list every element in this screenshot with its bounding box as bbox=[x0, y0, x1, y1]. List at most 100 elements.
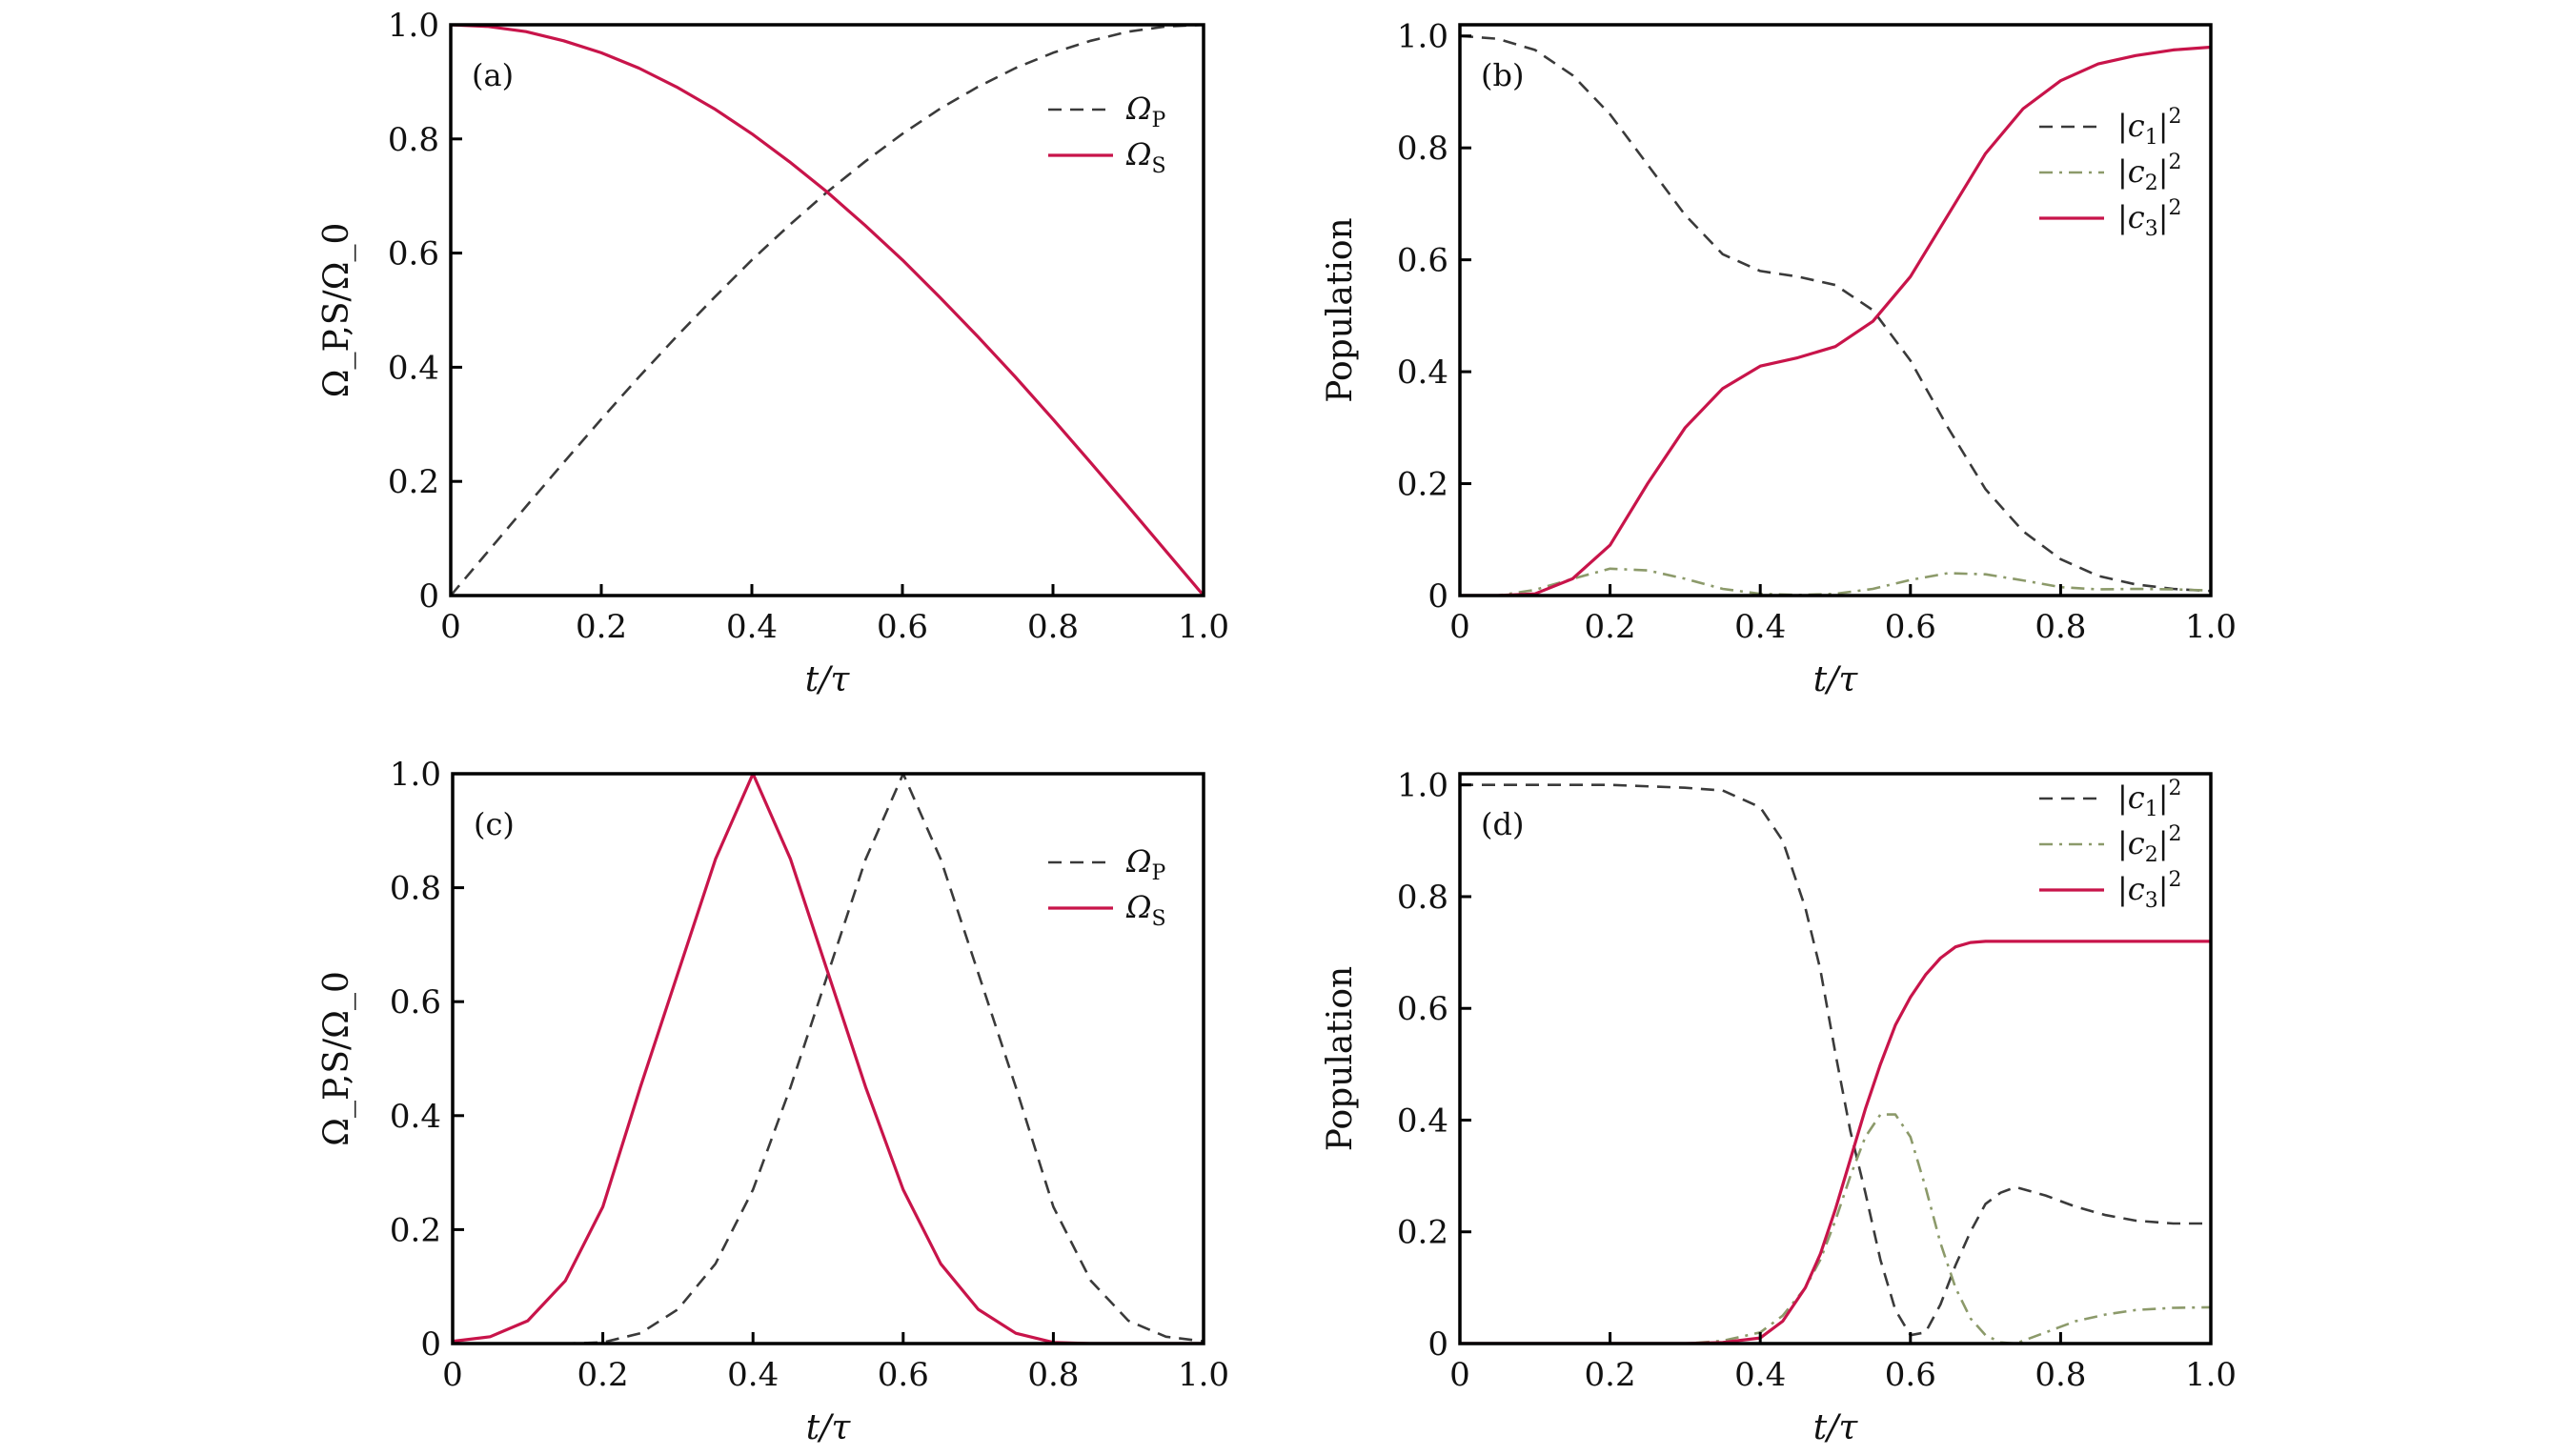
y-tick-label: 1.0 bbox=[390, 756, 441, 794]
legend-superscript: 2 bbox=[2168, 105, 2181, 129]
legend-subscript: 2 bbox=[2145, 843, 2158, 867]
x-tick-label: 1.0 bbox=[2185, 1356, 2237, 1394]
x-axis-label: t/τ bbox=[1813, 660, 1859, 699]
legend-subscript: 1 bbox=[2145, 798, 2158, 821]
y-tick-label: 0.6 bbox=[1397, 990, 1448, 1028]
panel-b: 0 0.2 0.4 0.6 0.8 1.0 0 0.2 0.4 0.6 0.8 1.0 t/τ Popul… bbox=[1321, 18, 2237, 699]
legend-entry: |c3|2 bbox=[2117, 196, 2181, 241]
legend-subscript: P bbox=[1152, 861, 1166, 885]
x-axis-label: t/τ bbox=[805, 660, 851, 699]
y-tick-label: 0.8 bbox=[1397, 130, 1448, 168]
legend-superscript: 2 bbox=[2168, 196, 2181, 220]
series-line-d-2 bbox=[1460, 1113, 2211, 1344]
panel-d: 0 0.2 0.4 0.6 0.8 1.0 0 0.2 0.4 0.6 0.8 1.0 t/τ Popul… bbox=[1321, 767, 2237, 1447]
series-line-b-3 bbox=[1460, 45, 2211, 596]
y-tick-label: 0.6 bbox=[390, 983, 441, 1021]
y-tick-label: 0.2 bbox=[1397, 466, 1448, 504]
legend-b: |c1|2|c2|2|c3|2 bbox=[2039, 105, 2181, 241]
legend-entry: ΩP bbox=[1125, 843, 1166, 885]
series-line-c-2 bbox=[453, 774, 1204, 1344]
x-tick-label: 0.2 bbox=[576, 608, 627, 646]
legend-superscript: 2 bbox=[2168, 868, 2181, 892]
legend-bar-open: | bbox=[2117, 825, 2128, 861]
y-tick-label: 0.6 bbox=[388, 235, 439, 273]
legend-entry: |c1|2 bbox=[2117, 777, 2181, 821]
x-tick-label: 0.4 bbox=[727, 1356, 779, 1394]
legend-bar-open: | bbox=[2117, 779, 2128, 816]
legend-symbol: Ω bbox=[1125, 136, 1152, 172]
y-tick-label: 0.8 bbox=[390, 870, 441, 908]
legend-symbol: Ω bbox=[1125, 889, 1152, 925]
legend-d: |c1|2|c2|2|c3|2 bbox=[2039, 777, 2181, 913]
legend-subscript: 1 bbox=[2145, 126, 2158, 150]
y-tick-label: 0.4 bbox=[388, 349, 439, 387]
y-axis-label: Ω_P,S/Ω_0 bbox=[317, 971, 356, 1146]
y-tick-label: 0.4 bbox=[1397, 354, 1448, 392]
series-line-a-1 bbox=[451, 25, 1204, 596]
x-tick-label: 0.6 bbox=[1885, 1356, 1936, 1394]
legend-bar-open: | bbox=[2117, 871, 2128, 907]
panel-a: 0 0.2 0.4 0.6 0.8 1.0 0 0.2 0.4 0.6 0.8 1.0 t/τ Ω_P,S… bbox=[317, 7, 1229, 699]
legend-symbol: c bbox=[2128, 871, 2145, 907]
y-tick-label: 0.6 bbox=[1397, 242, 1448, 280]
series-line-c-1 bbox=[453, 774, 1204, 1344]
x-tick-label: 0 bbox=[442, 1356, 463, 1394]
legend-subscript: 3 bbox=[2145, 217, 2158, 241]
legend-bar-close: | bbox=[2158, 153, 2169, 190]
legend-entry: |c1|2 bbox=[2117, 105, 2181, 150]
x-tick-label: 0.2 bbox=[1585, 1356, 1636, 1394]
legend-symbol: c bbox=[2128, 825, 2145, 861]
legend-bar-open: | bbox=[2117, 108, 2128, 144]
x-axis-label: t/τ bbox=[1813, 1408, 1859, 1447]
legend-entry: ΩP bbox=[1125, 91, 1166, 132]
y-axis-label: Population bbox=[1321, 966, 1360, 1151]
y-tick-label: 1.0 bbox=[1397, 18, 1448, 56]
y-tick-label: 0 bbox=[1427, 577, 1448, 616]
x-tick-label: 0.8 bbox=[2035, 608, 2086, 646]
legend-entry: ΩS bbox=[1125, 889, 1166, 931]
legend-entry: |c2|2 bbox=[2117, 151, 2181, 195]
legend-symbol: c bbox=[2128, 779, 2145, 816]
y-tick-label: 0.8 bbox=[1397, 879, 1448, 917]
x-tick-label: 0.8 bbox=[2035, 1356, 2086, 1394]
plot-frame-d bbox=[1458, 772, 2213, 1345]
x-tick-label: 0.8 bbox=[1027, 1356, 1079, 1394]
legend-entry: |c3|2 bbox=[2117, 868, 2181, 913]
legend-superscript: 2 bbox=[2168, 777, 2181, 800]
y-axis-label: Ω_P,S/Ω_0 bbox=[317, 223, 356, 398]
plot-frame-b bbox=[1458, 23, 2213, 597]
legend-subscript: S bbox=[1152, 154, 1166, 178]
y-tick-label: 0.2 bbox=[390, 1211, 441, 1249]
y-tick-label: 0 bbox=[418, 577, 439, 616]
panel-label: (c) bbox=[474, 806, 515, 842]
x-tick-label: 0.4 bbox=[1734, 608, 1786, 646]
legend-entry: ΩS bbox=[1125, 136, 1166, 178]
y-tick-label: 0 bbox=[1427, 1325, 1448, 1364]
legend-symbol: Ω bbox=[1125, 91, 1152, 127]
legend-bar-close: | bbox=[2158, 779, 2169, 816]
x-tick-label: 1.0 bbox=[2185, 608, 2237, 646]
x-tick-label: 0.6 bbox=[1885, 608, 1936, 646]
plot-frame-a bbox=[449, 23, 1205, 597]
legend-entry: |c2|2 bbox=[2117, 822, 2181, 867]
x-tick-label: 0.4 bbox=[1734, 1356, 1786, 1394]
series-line-b-2 bbox=[1460, 567, 2211, 596]
panel-label: (a) bbox=[472, 57, 514, 93]
legend-symbol: c bbox=[2128, 199, 2145, 235]
y-tick-label: 0.4 bbox=[390, 1098, 441, 1136]
legend-bar-close: | bbox=[2158, 871, 2169, 907]
legend-subscript: 2 bbox=[2145, 172, 2158, 195]
x-tick-label: 1.0 bbox=[1178, 608, 1229, 646]
panel-c: 0 0.2 0.4 0.6 0.8 1.0 0 0.2 0.4 0.6 0.8 1.0 t/τ Ω_P,S… bbox=[317, 756, 1229, 1447]
series-line-b-1 bbox=[1460, 34, 2211, 593]
legend-symbol: c bbox=[2128, 153, 2145, 190]
y-axis-label: Population bbox=[1321, 217, 1360, 402]
legend-symbol: c bbox=[2128, 108, 2145, 144]
y-tick-label: 0 bbox=[420, 1325, 441, 1364]
legend-subscript: P bbox=[1152, 109, 1166, 132]
x-tick-label: 1.0 bbox=[1178, 1356, 1229, 1394]
legend-bar-close: | bbox=[2158, 825, 2169, 861]
y-tick-label: 1.0 bbox=[1397, 767, 1448, 805]
